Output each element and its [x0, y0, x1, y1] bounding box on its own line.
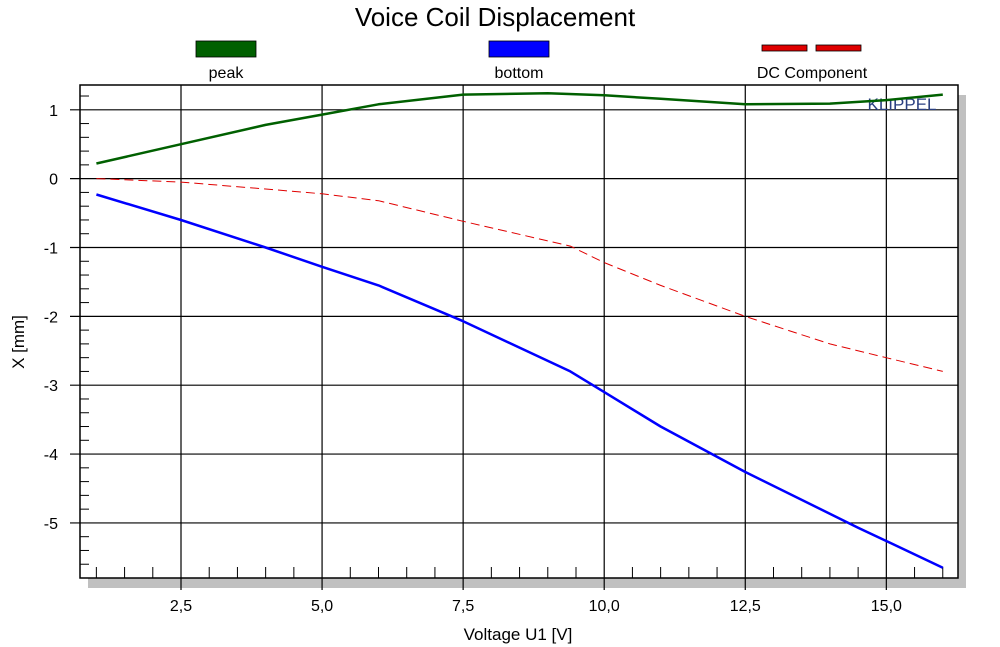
- x-tick-label: 2,5: [170, 598, 192, 615]
- y-tick-label: 1: [49, 103, 58, 120]
- y-tick-label: -1: [44, 240, 58, 257]
- legend-label: DC Component: [757, 65, 868, 82]
- series-line-dc-component: [96, 178, 943, 372]
- legend-label: bottom: [495, 65, 544, 82]
- legend-label: peak: [209, 65, 245, 82]
- grid: [70, 85, 958, 590]
- ticks: 2,5 5,0 7,5 10,0 12,5 15,0 1 0 -1 -2 -3 -4 -5: [44, 95, 944, 615]
- series-line-bottom: [96, 193, 944, 569]
- legend-swatch: [815, 44, 862, 52]
- x-tick-label: 12,5: [730, 598, 761, 615]
- legend-swatch: [195, 40, 257, 58]
- series-line-peak: [96, 92, 943, 165]
- series-group: [96, 92, 944, 569]
- legend-swatch: [761, 44, 808, 52]
- y-tick-label: 0: [49, 172, 58, 189]
- x-tick-label: 5,0: [311, 598, 333, 615]
- y-tick-label: -4: [44, 447, 58, 464]
- x-tick-label: 10,0: [589, 598, 620, 615]
- x-tick-label: 7,5: [452, 598, 474, 615]
- plot-area: [79, 84, 959, 579]
- x-axis-label: Voltage U1 [V]: [464, 625, 573, 644]
- y-tick-label: -3: [44, 378, 58, 395]
- chart-title: Voice Coil Displacement: [355, 2, 636, 32]
- y-tick-label: -5: [44, 516, 58, 533]
- x-tick-label: 15,0: [871, 598, 902, 615]
- y-axis-label: X [mm]: [9, 315, 28, 369]
- legend: peak bottom DC Component: [195, 40, 868, 82]
- y-tick-label: -2: [44, 309, 58, 326]
- legend-swatch: [488, 40, 550, 58]
